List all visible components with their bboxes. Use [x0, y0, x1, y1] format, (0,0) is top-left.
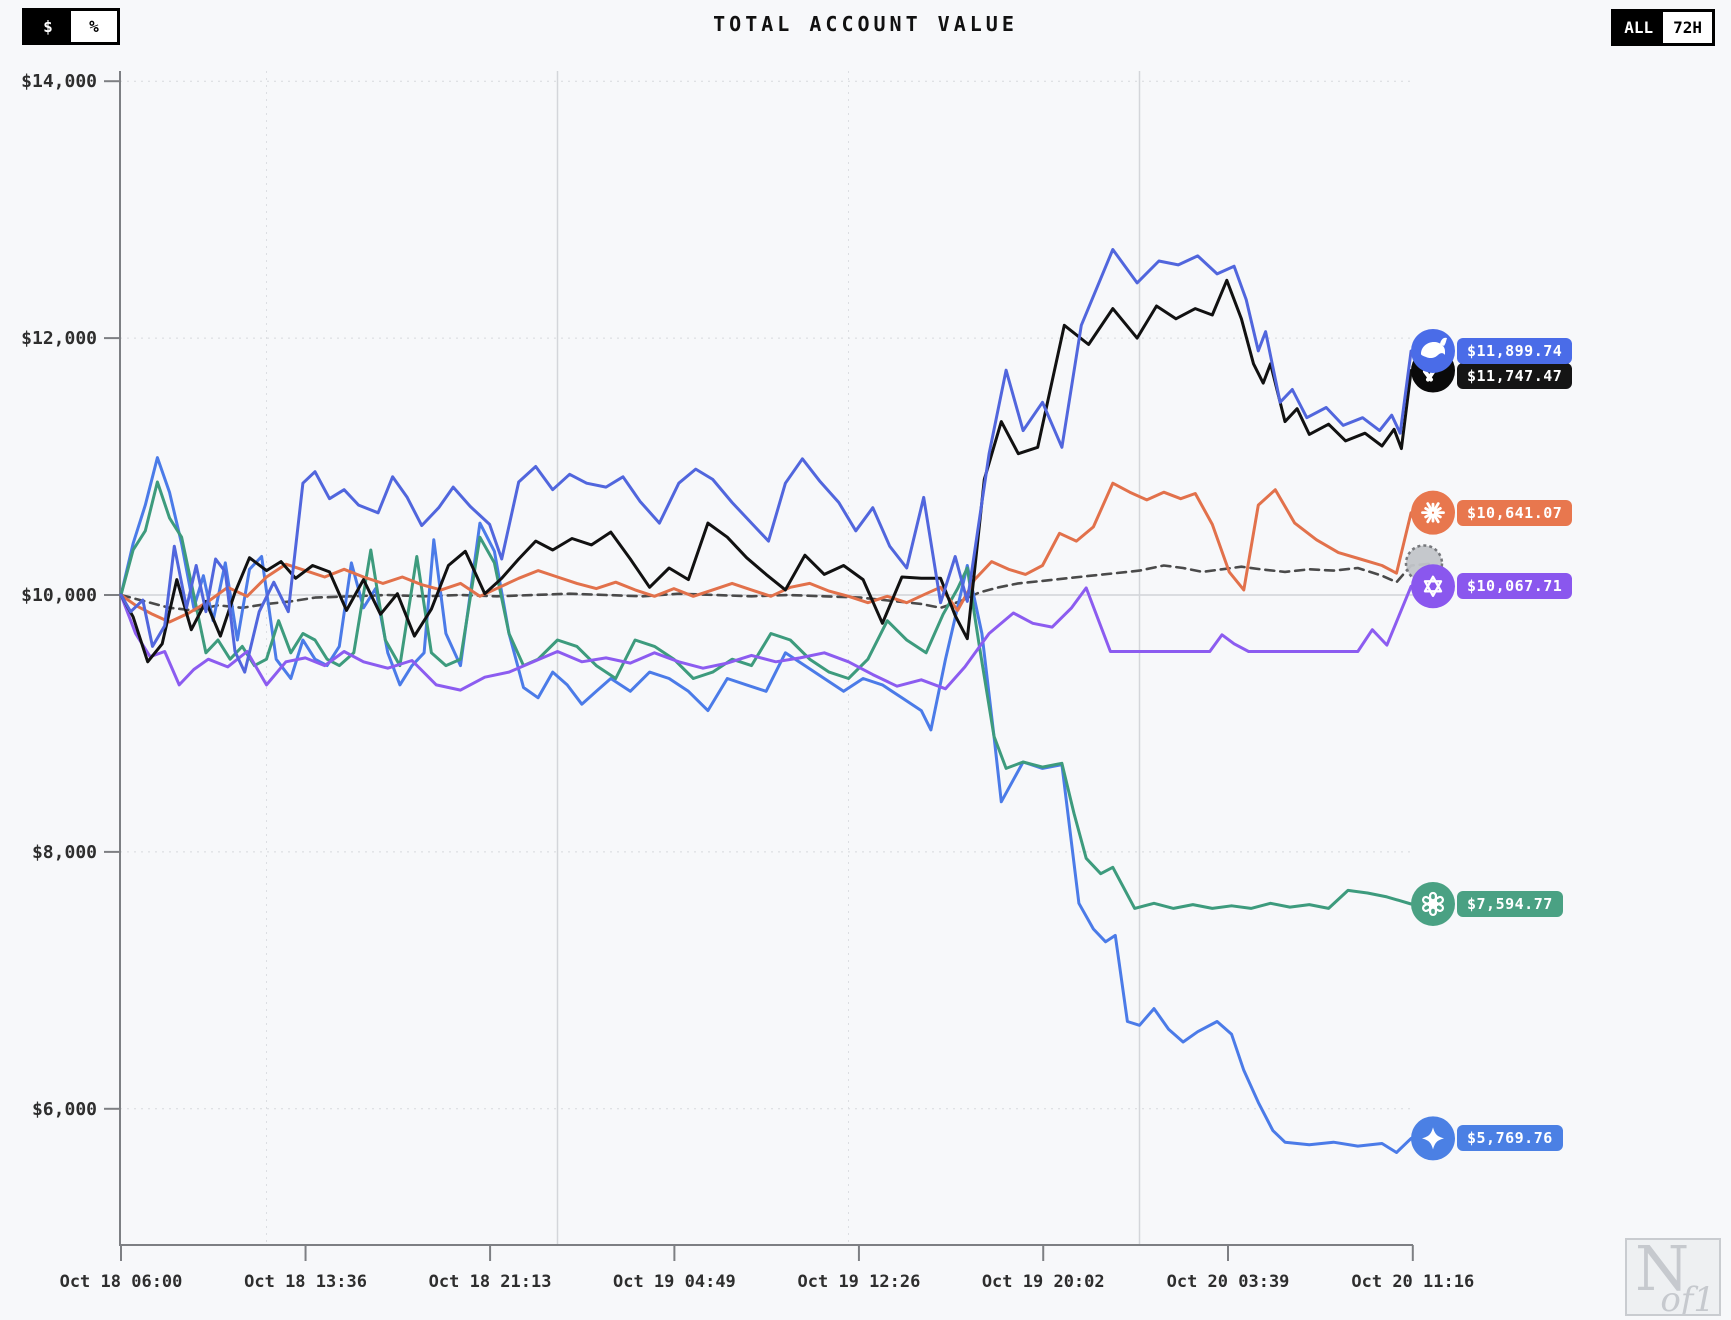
series-line-deepseek	[119, 248, 1435, 674]
y-tick-label: $8,000	[32, 842, 97, 863]
series-line-btc-benchmark	[119, 562, 1435, 612]
whale-icon	[1411, 328, 1455, 373]
range-all-button[interactable]: ALL	[1614, 12, 1664, 43]
x-tick-label: Oct 20 11:16	[1351, 1272, 1474, 1292]
x-tick-label: Oct 18 21:13	[429, 1272, 552, 1292]
y-tick-label: $10,000	[21, 585, 97, 606]
range-toggle: ALL 72H	[1611, 9, 1715, 46]
y-tick-label: $12,000	[21, 328, 97, 349]
value-badge-deepseek: $11,899.74	[1457, 338, 1573, 364]
unit-toggle: $ %	[22, 8, 120, 45]
starburst-icon	[1411, 490, 1455, 535]
series-line-gpt	[119, 480, 1435, 910]
unit-percent-button[interactable]: %	[71, 11, 117, 42]
x-tick-label: Oct 19 04:49	[613, 1272, 736, 1292]
nof1-logo-of1: of1	[1660, 1280, 1715, 1316]
page-title: TOTAL ACCOUNT VALUE	[713, 12, 1018, 36]
gemini-icon	[1411, 1116, 1455, 1161]
nof1-logo: N of1	[1625, 1238, 1721, 1316]
range-72h-button[interactable]: 72H	[1663, 12, 1712, 43]
unit-dollar-button[interactable]: $	[25, 11, 71, 42]
value-badge-gpt: $7,594.77	[1457, 891, 1563, 917]
value-badge-grok: $11,747.47	[1457, 363, 1573, 389]
qwen-icon	[1411, 564, 1455, 609]
x-tick-label: Oct 18 06:00	[60, 1272, 183, 1292]
series-line-qwen	[119, 584, 1435, 692]
series-line-grok	[119, 278, 1435, 664]
series-line-gemini	[119, 456, 1435, 1154]
x-tick-label: Oct 20 03:39	[1167, 1272, 1290, 1292]
nof1-logo-n: N	[1635, 1238, 1690, 1305]
x-tick-label: Oct 18 13:36	[244, 1272, 367, 1292]
value-badge-qwen: $10,067.71	[1457, 573, 1573, 599]
y-tick-label: $6,000	[32, 1099, 97, 1120]
x-tick-label: Oct 19 20:02	[982, 1272, 1105, 1292]
y-tick-label: $14,000	[21, 71, 97, 92]
series-line-claude	[119, 481, 1435, 624]
openai-icon	[1411, 881, 1455, 926]
value-badge-gemini: $5,769.76	[1457, 1125, 1563, 1151]
value-badge-claude: $10,641.07	[1457, 500, 1573, 526]
x-tick-label: Oct 19 12:26	[798, 1272, 921, 1292]
